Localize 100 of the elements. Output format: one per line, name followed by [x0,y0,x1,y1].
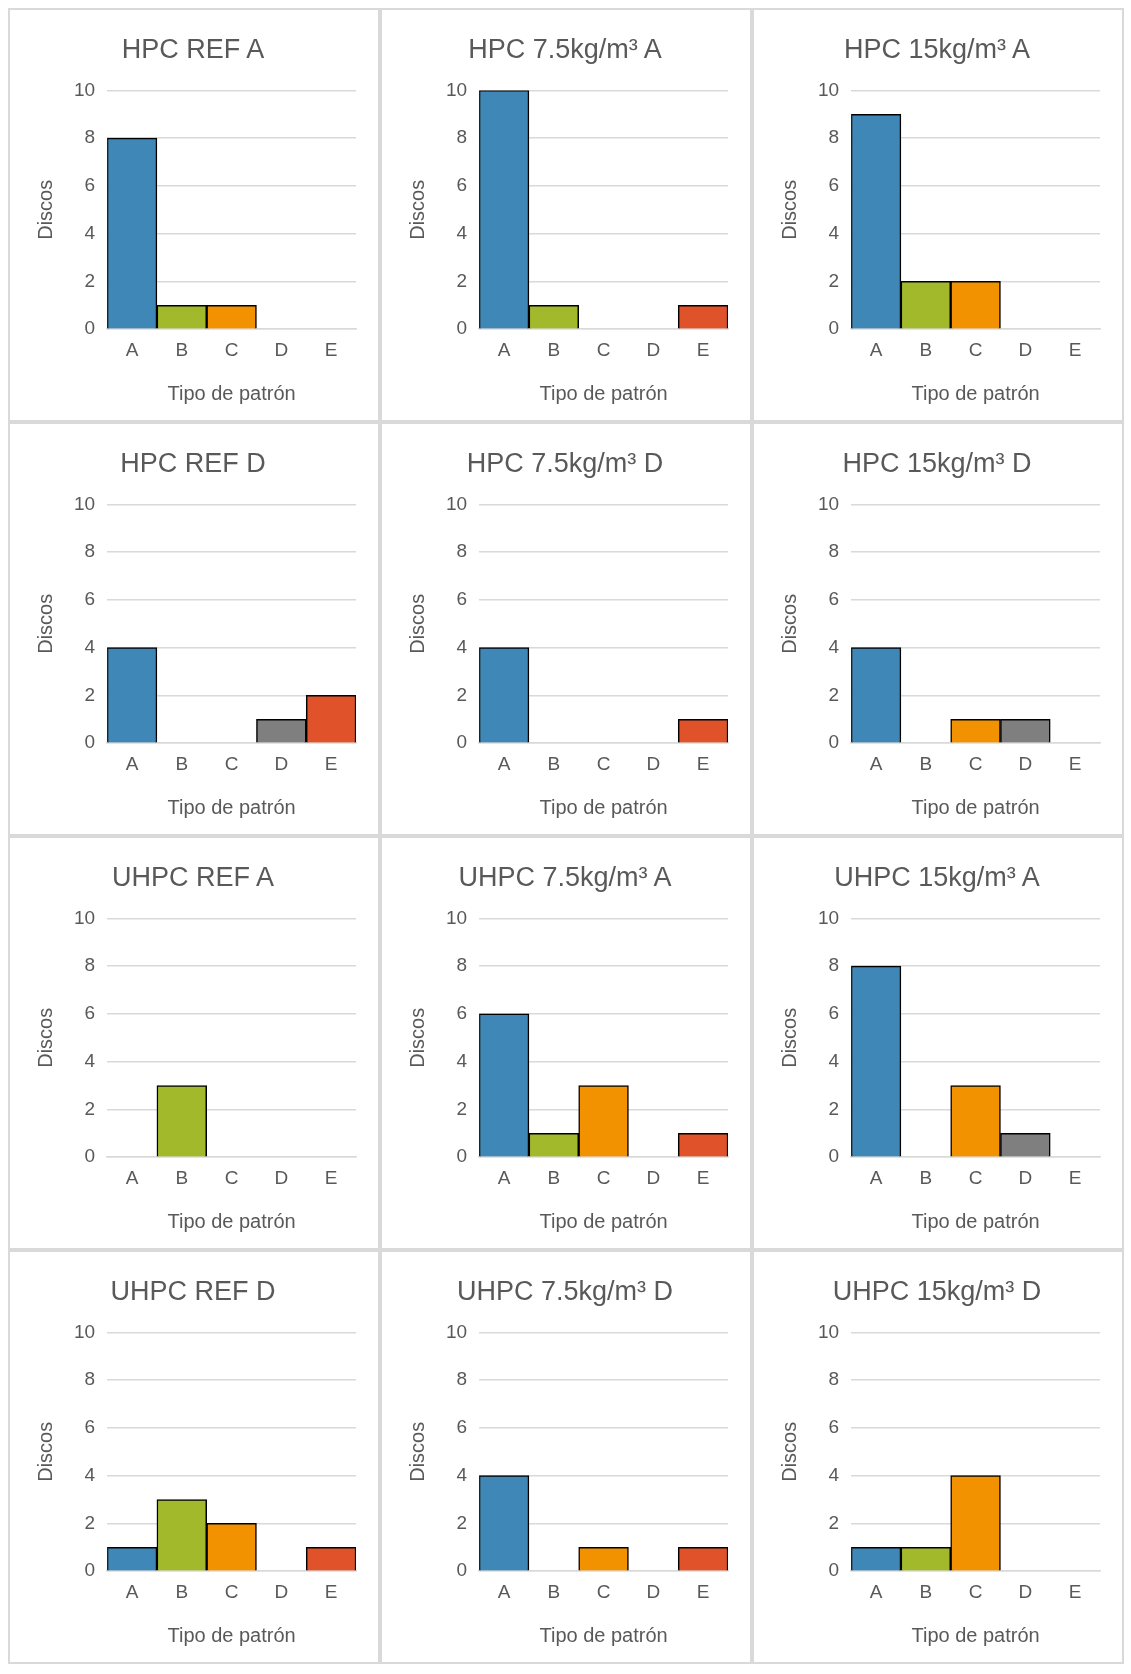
y-tick-label: 10 [817,492,840,514]
x-tick-label: D [274,752,289,774]
x-axis-title: Tipo de patrón [911,1623,1040,1646]
y-tick-label: 6 [84,1002,96,1024]
y-tick-label: 6 [828,588,840,610]
x-tick-label: B [919,1580,933,1602]
y-tick-label: 10 [445,492,468,514]
x-tick-label: A [125,338,139,360]
x-tick-label: E [1068,338,1082,360]
x-tick-label: B [175,1580,189,1602]
x-tick-label: C [596,1166,611,1188]
x-tick-label: A [125,752,139,774]
y-axis-title: Discos [405,593,428,654]
y-tick-label: 10 [445,78,468,100]
y-tick-label: 0 [828,731,840,753]
x-tick-label: A [497,1166,511,1188]
y-tick-label: 2 [84,1097,96,1119]
x-axis-title: Tipo de patrón [539,1623,668,1646]
y-tick-label: 0 [456,1559,468,1581]
y-tick-label: 10 [817,78,840,100]
x-tick-label: C [968,752,983,774]
y-tick-label: 4 [828,635,840,657]
x-tick-label: B [919,752,933,774]
y-tick-label: 2 [456,269,468,291]
y-tick-label: 8 [84,954,96,976]
x-tick-label: C [224,752,239,774]
y-tick-label: 4 [828,221,840,243]
x-tick-label: B [175,752,189,774]
x-axis-title: Tipo de patrón [539,1209,668,1232]
x-tick-label: E [1068,1580,1082,1602]
x-tick-label: C [224,1580,239,1602]
x-tick-label: E [324,338,338,360]
y-axis-title: Discos [777,1421,800,1482]
chart-title: HPC REF D [120,447,266,478]
y-tick-label: 4 [828,1049,840,1071]
chart-title: UHPC REF D [110,1275,276,1306]
x-tick-label: C [968,338,983,360]
x-tick-label: A [125,1166,139,1188]
x-tick-label: B [919,338,933,360]
y-tick-label: 4 [456,635,468,657]
x-tick-label: E [696,752,710,774]
x-tick-label: B [919,1166,933,1188]
y-tick-label: 0 [456,731,468,753]
y-tick-label: 6 [828,174,840,196]
y-tick-label: 2 [828,1097,840,1119]
y-tick-label: 4 [84,1049,96,1071]
chart-title: UHPC 7.5kg/m³ D [456,1275,674,1306]
x-tick-label: D [1018,752,1033,774]
y-tick-label: 8 [828,126,840,148]
x-tick-label: C [224,1166,239,1188]
y-tick-label: 4 [828,1463,840,1485]
y-tick-label: 8 [84,1368,96,1390]
y-tick-label: 2 [828,1511,840,1533]
x-tick-label: E [1068,752,1082,774]
x-tick-label: E [324,752,338,774]
y-tick-label: 8 [456,126,468,148]
y-axis-title: Discos [405,1421,428,1482]
x-tick-label: D [646,1166,661,1188]
y-tick-label: 0 [84,317,96,339]
y-tick-label: 8 [84,126,96,148]
x-tick-label: C [968,1166,983,1188]
y-tick-label: 6 [828,1416,840,1438]
x-tick-label: B [175,338,189,360]
chart-title: HPC 15kg/m³ A [843,33,1031,64]
y-tick-label: 2 [456,1511,468,1533]
y-tick-label: 4 [84,1463,96,1485]
y-axis-title: Discos [33,1007,56,1068]
x-tick-label: E [324,1166,338,1188]
x-tick-label: C [968,1580,983,1602]
y-axis-title: Discos [405,1007,428,1068]
y-tick-label: 2 [456,683,468,705]
x-tick-label: A [497,752,511,774]
x-axis-title: Tipo de patrón [167,381,296,404]
x-tick-label: C [224,338,239,360]
x-tick-label: D [274,1166,289,1188]
x-tick-label: A [869,752,883,774]
y-tick-label: 4 [84,221,96,243]
y-tick-label: 6 [456,174,468,196]
chart-title: UHPC 15kg/m³ D [832,1275,1042,1306]
y-tick-label: 6 [828,1002,840,1024]
y-tick-label: 10 [73,906,96,928]
y-axis-title: Discos [777,179,800,240]
y-tick-label: 2 [84,269,96,291]
y-tick-label: 6 [84,174,96,196]
x-tick-label: D [274,1580,289,1602]
y-tick-label: 0 [456,317,468,339]
y-tick-label: 10 [445,906,468,928]
x-tick-label: C [596,338,611,360]
y-tick-label: 8 [456,1368,468,1390]
y-tick-label: 2 [456,1097,468,1119]
chart-title: HPC 15kg/m³ D [842,447,1032,478]
y-tick-label: 0 [84,1145,96,1167]
y-tick-label: 0 [828,1145,840,1167]
y-tick-label: 0 [456,1145,468,1167]
x-tick-label: D [1018,1580,1033,1602]
x-tick-label: B [547,338,561,360]
y-tick-label: 4 [84,635,96,657]
chart-title: UHPC REF A [111,861,275,892]
y-tick-label: 10 [73,78,96,100]
x-tick-label: A [497,338,511,360]
